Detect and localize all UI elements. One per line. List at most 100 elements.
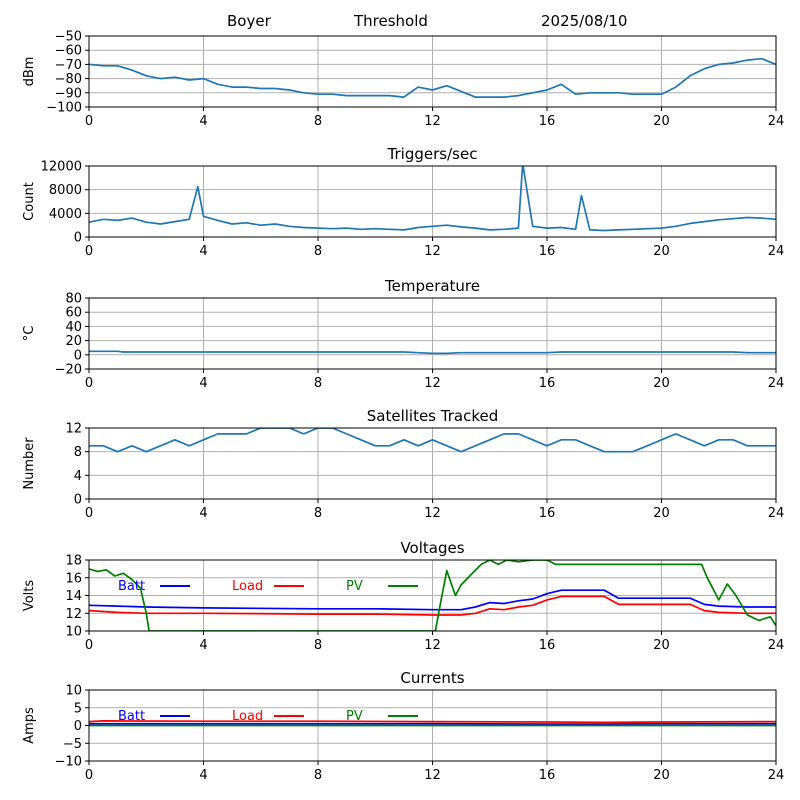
y-tick-label: 5 xyxy=(74,701,82,716)
y-tick-label: 0 xyxy=(74,719,82,734)
x-tick-label: 24 xyxy=(768,376,785,391)
y-tick-label: 20 xyxy=(65,334,82,349)
y-axis-label: Volts xyxy=(22,580,37,612)
x-tick-label: 8 xyxy=(314,376,322,391)
x-tick-label: 4 xyxy=(199,768,207,783)
x-tick-label: 0 xyxy=(85,114,93,129)
y-tick-label: 14 xyxy=(65,589,82,604)
x-tick-label: 12 xyxy=(424,244,441,259)
station-name: Boyer xyxy=(227,12,271,30)
panel-title: Triggers/sec xyxy=(387,145,478,163)
y-tick-label: −20 xyxy=(55,363,82,378)
x-tick-label: 20 xyxy=(653,638,670,653)
report-date: 2025/08/10 xyxy=(541,12,628,30)
series-group xyxy=(89,166,776,232)
panel-title: Currents xyxy=(400,669,464,687)
y-axis-label: Amps xyxy=(22,707,37,744)
x-tick-label: 8 xyxy=(314,114,322,129)
legend-label-batt: Batt xyxy=(118,579,145,594)
x-tick-label: 12 xyxy=(424,638,441,653)
y-tick-label: 60 xyxy=(65,306,82,321)
y-tick-label: −60 xyxy=(55,44,82,59)
y-tick-label: −70 xyxy=(55,58,82,73)
x-tick-label: 0 xyxy=(85,376,93,391)
series-line-signal xyxy=(89,57,776,98)
x-tick-label: 24 xyxy=(768,244,785,259)
x-tick-label: 16 xyxy=(539,376,556,391)
y-axis-label: Count xyxy=(22,182,37,221)
x-tick-label: 16 xyxy=(539,638,556,653)
x-tick-label: 20 xyxy=(653,244,670,259)
y-tick-label: 4 xyxy=(74,469,82,484)
series-line-satellites xyxy=(89,428,776,453)
x-tick-label: 16 xyxy=(539,506,556,521)
panel-triggers: 0 4 8 12 16 20 24 0 4000 8000 12000 Triggers/sec Cou… xyxy=(22,145,784,259)
panel-title: Satellites Tracked xyxy=(367,407,498,425)
y-tick-label: 80 xyxy=(65,292,82,307)
y-tick-label: 4000 xyxy=(49,207,82,222)
y-tick-label: 40 xyxy=(65,320,82,335)
series-line-load xyxy=(89,720,776,724)
x-tick-label: 4 xyxy=(199,638,207,653)
y-tick-label: 12 xyxy=(65,607,82,622)
x-tick-label: 0 xyxy=(85,244,93,259)
panel-satellites: 0 4 8 12 16 20 24 0 4 8 12 Satellites Tracked Number xyxy=(22,407,784,521)
x-tick-label: 16 xyxy=(539,244,556,259)
y-tick-label: −5 xyxy=(63,737,82,752)
series-group xyxy=(89,428,776,453)
y-tick-label: −80 xyxy=(55,72,82,87)
y-tick-label: −100 xyxy=(46,101,82,116)
series-line-pv xyxy=(89,560,776,631)
y-tick-label: 12 xyxy=(65,422,82,437)
series-group xyxy=(89,57,776,98)
series-group xyxy=(89,720,776,727)
legend-label-pv: PV xyxy=(346,709,363,724)
x-tick-label: 24 xyxy=(768,114,785,129)
y-tick-label: 8000 xyxy=(49,183,82,198)
x-tick-label: 20 xyxy=(653,114,670,129)
panel-currents: 0 4 8 12 16 20 24 −10 −5 0 5 10 Currents Amps Batt Load… xyxy=(22,669,784,783)
panel-title: Voltages xyxy=(400,539,464,557)
y-axis-label: dBm xyxy=(22,57,37,87)
legend-label-load: Load xyxy=(232,709,263,724)
panel-title: Temperature xyxy=(384,277,480,295)
x-tick-label: 0 xyxy=(85,638,93,653)
y-tick-label: 0 xyxy=(74,348,82,363)
x-tick-label: 0 xyxy=(85,506,93,521)
series-group xyxy=(89,350,776,355)
x-tick-label: 24 xyxy=(768,506,785,521)
x-tick-label: 20 xyxy=(653,506,670,521)
series-line-batt xyxy=(89,589,776,611)
x-tick-label: 12 xyxy=(424,114,441,129)
x-tick-label: 4 xyxy=(199,114,207,129)
x-tick-label: 8 xyxy=(314,506,322,521)
y-tick-label: 18 xyxy=(65,554,82,569)
x-tick-label: 12 xyxy=(424,506,441,521)
series-line-load xyxy=(89,595,776,616)
y-tick-label: 0 xyxy=(74,493,82,508)
trigger-mode: Threshold xyxy=(354,12,428,30)
legend-label-load: Load xyxy=(232,579,263,594)
x-tick-label: 24 xyxy=(768,638,785,653)
y-tick-label: −50 xyxy=(55,30,82,45)
panel-voltages: 0 4 8 12 16 20 24 10 12 14 16 18 Voltages Volts Batt Lo… xyxy=(22,539,784,653)
legend-label-pv: PV xyxy=(346,579,363,594)
x-tick-label: 16 xyxy=(539,768,556,783)
x-tick-label: 12 xyxy=(424,768,441,783)
series-group xyxy=(89,560,776,631)
y-tick-label: 10 xyxy=(65,684,82,699)
legend-label-batt: Batt xyxy=(118,709,145,724)
x-tick-label: 0 xyxy=(85,768,93,783)
x-tick-label: 8 xyxy=(314,768,322,783)
y-tick-label: −90 xyxy=(55,86,82,101)
x-tick-label: 4 xyxy=(199,506,207,521)
panel-signal: 0 4 8 12 16 20 24 −100−90−80−70−60−50 dBm xyxy=(22,30,784,130)
y-tick-label: 8 xyxy=(74,445,82,460)
y-axis-label: Number xyxy=(22,437,37,490)
x-tick-label: 8 xyxy=(314,244,322,259)
series-line-temperature xyxy=(89,350,776,355)
y-tick-label: 16 xyxy=(65,571,82,586)
x-tick-label: 12 xyxy=(424,376,441,391)
